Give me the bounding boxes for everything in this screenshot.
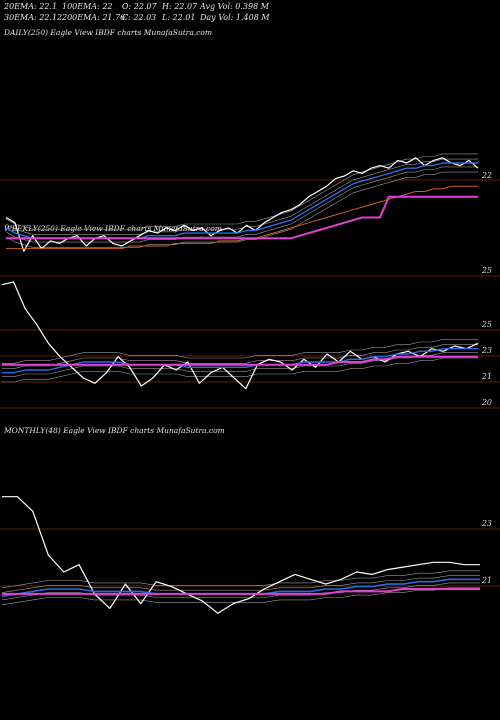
monthly-band-2 <box>1 575 480 593</box>
weekly-band-1 <box>2 352 478 378</box>
header-30ema: 30EMA: 22.12 <box>4 13 63 22</box>
weekly-band-2 <box>2 344 478 370</box>
weekly-price-line <box>1 281 479 390</box>
monthly-price-line <box>2 496 480 614</box>
header-20ema: 20EMA: 22.1 <box>4 2 58 11</box>
daily-band-2 <box>5 158 478 235</box>
header-day-vol: Day Vol: 1.408 M <box>200 13 270 22</box>
daily-band-1 <box>5 166 478 243</box>
monthly-tick-21: 21 <box>481 576 492 585</box>
daily-tick-25: 25 <box>481 266 492 275</box>
header-100ema: 100EMA: 22 <box>62 2 113 11</box>
monthly-band-0 <box>1 587 480 606</box>
header-close: C: 22.03 <box>122 13 157 22</box>
daily-band-3 <box>5 153 478 230</box>
weekly-band-0 <box>2 357 478 383</box>
daily-ema_blue-line <box>5 162 478 240</box>
weekly-ema_blue-line <box>2 348 478 374</box>
header-200ema: 200EMA: 21.76 <box>62 13 126 22</box>
weekly-tick-20: 20 <box>481 398 492 407</box>
daily-band-0 <box>5 171 478 248</box>
header-open: O: 22.07 <box>122 2 157 11</box>
daily-panel-title: DAILY(250) Eagle View IBDF charts Munafa… <box>4 28 213 37</box>
monthly-tick-23: 23 <box>481 519 492 528</box>
weekly-band-3 <box>2 338 478 364</box>
weekly-tick-23: 23 <box>481 346 492 355</box>
weekly-panel-title: WEEKLY(250) Eagle View IBDF charts Munaf… <box>4 224 222 233</box>
weekly-magenta-line <box>2 355 478 366</box>
daily-tick-22: 22 <box>481 171 492 180</box>
weekly-tick-25: 25 <box>481 320 492 329</box>
monthly-magenta-line <box>2 588 480 595</box>
header-high: H: 22.07 <box>162 2 198 11</box>
daily-magenta-line <box>6 195 478 240</box>
monthly-band-3 <box>1 570 480 589</box>
header-avg-vol: Avg Vol: 0.398 M <box>200 2 269 11</box>
daily-price-line <box>5 157 479 252</box>
header-low: L: 22.01 <box>162 13 196 22</box>
monthly-panel-title: MONTHLY(48) Eagle View IBDF charts Munaf… <box>4 426 225 435</box>
weekly-tick-21: 21 <box>481 372 492 381</box>
